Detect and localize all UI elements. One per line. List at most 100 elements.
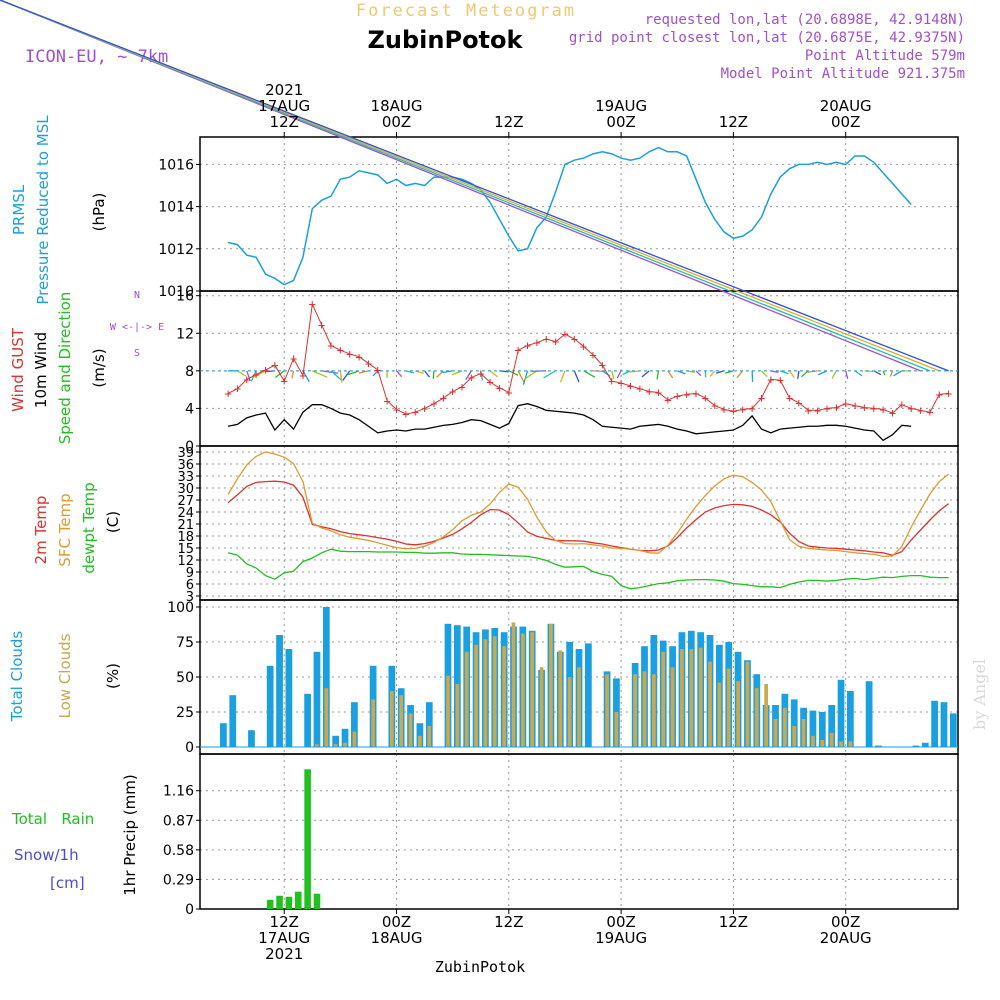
rain-bar bbox=[276, 895, 283, 909]
gust-marker: + bbox=[842, 397, 849, 411]
low-cloud-bar bbox=[577, 667, 581, 747]
wind-direction-arrow bbox=[246, 370, 251, 382]
gust-marker: + bbox=[533, 336, 540, 350]
gust-marker: + bbox=[917, 403, 924, 417]
low-cloud-bar bbox=[689, 649, 694, 747]
total-cloud-bar bbox=[865, 681, 873, 747]
y-tick-label: 21 bbox=[177, 518, 194, 533]
wind-direction-arrow bbox=[489, 370, 499, 378]
total-cloud-bar bbox=[220, 723, 227, 747]
panel-frame bbox=[199, 445, 959, 601]
total-cloud-bar bbox=[322, 607, 330, 747]
point-altitude: Point Altitude 579m bbox=[805, 48, 965, 64]
total-cloud-bar bbox=[875, 745, 882, 747]
y-tick-label: 4 bbox=[185, 401, 194, 417]
gust-marker: + bbox=[749, 401, 756, 415]
wind-direction-arrow bbox=[882, 370, 886, 376]
bottom-time-label: 12Z bbox=[270, 913, 299, 931]
low-cloud-bar bbox=[464, 651, 469, 747]
bottom-time-label: 20AUG bbox=[820, 929, 872, 947]
gust-marker: + bbox=[936, 387, 943, 401]
gust-marker: + bbox=[720, 402, 727, 416]
y-tick-label: 9 bbox=[186, 566, 194, 581]
total-cloud-bar bbox=[425, 702, 433, 747]
y-tick-label: 0 bbox=[185, 740, 194, 756]
y-tick-label: 0.87 bbox=[163, 813, 194, 829]
gust-marker: + bbox=[346, 347, 353, 361]
y-tick-label: 100 bbox=[167, 600, 194, 616]
y-tick-label: 33 bbox=[177, 470, 194, 485]
y-tick-label: 1014 bbox=[158, 200, 194, 216]
top-time-label: 20AUG bbox=[820, 97, 872, 115]
gust-marker: + bbox=[617, 376, 624, 390]
y-tick-label: 6 bbox=[186, 578, 194, 593]
wind-direction-arrow bbox=[523, 370, 538, 380]
low-cloud-bar bbox=[708, 661, 712, 747]
gust-marker: + bbox=[421, 401, 428, 415]
gust-marker: + bbox=[486, 375, 493, 389]
wind-direction-arrow bbox=[800, 370, 809, 378]
total-cloud-bar bbox=[809, 710, 817, 747]
gust-marker: + bbox=[374, 363, 381, 377]
y-tick-label: 1016 bbox=[158, 157, 194, 173]
low-cloud-bar bbox=[764, 684, 769, 747]
low-cloud-bar bbox=[549, 623, 553, 747]
wind-direction-arrow bbox=[873, 370, 882, 376]
y-tick-label: 8 bbox=[185, 364, 194, 380]
wind-direction-arrow bbox=[436, 370, 444, 378]
gust-marker: + bbox=[926, 405, 933, 419]
wind-direction-arrow bbox=[622, 370, 631, 376]
cloud-label-unit: (%) bbox=[104, 663, 122, 689]
wind-direction-arrow bbox=[854, 370, 863, 377]
total-cloud-bar bbox=[584, 643, 592, 747]
gust-marker: + bbox=[786, 391, 793, 405]
y-tick-label: 15 bbox=[177, 542, 194, 557]
top-time-label: 12Z bbox=[270, 113, 299, 131]
gust-marker: + bbox=[805, 403, 812, 417]
low-cloud-bar bbox=[651, 674, 656, 747]
wind-direction-arrow bbox=[522, 370, 529, 385]
wind-direction-arrow bbox=[761, 370, 768, 378]
wind-direction-arrow bbox=[0, 0, 949, 372]
wind-direction-arrow bbox=[611, 370, 615, 379]
y-tick-label: 18 bbox=[177, 530, 194, 545]
total-cloud-bar bbox=[828, 705, 836, 747]
top-time-label: 00Z bbox=[831, 113, 860, 131]
gust-marker: + bbox=[477, 367, 484, 381]
wind-direction-arrow bbox=[695, 370, 702, 377]
precip-legend-unit: [cm] bbox=[50, 874, 85, 892]
wind-direction-arrow bbox=[831, 370, 837, 379]
low-cloud-bar bbox=[352, 731, 357, 747]
total-cloud-bar bbox=[912, 745, 920, 747]
y-tick-label: 12 bbox=[177, 554, 194, 569]
rain-bar bbox=[285, 896, 293, 909]
total-cloud-bar bbox=[313, 651, 321, 747]
wind-direction-arrow bbox=[779, 370, 789, 375]
bottom-time-label: 18AUG bbox=[371, 929, 423, 947]
wind-direction-arrow bbox=[451, 370, 463, 376]
y-tick-label: 0.58 bbox=[163, 843, 194, 859]
gust-marker: + bbox=[833, 400, 840, 414]
low-cloud-bar bbox=[783, 707, 787, 747]
gust-marker: + bbox=[646, 385, 653, 399]
plot-layer: 1010101210141016048121636912151821242730… bbox=[0, 0, 959, 963]
bottom-time-label: 2021 bbox=[265, 945, 303, 963]
gust-marker: + bbox=[309, 297, 316, 311]
gust-marker: + bbox=[655, 385, 662, 399]
wind-direction-arrow bbox=[677, 370, 686, 375]
low-cloud-bar bbox=[698, 647, 703, 747]
bottom-time-label: 17AUG bbox=[258, 929, 310, 947]
wind-direction-arrow bbox=[347, 370, 360, 376]
low-cloud-bar bbox=[343, 742, 347, 747]
gust-marker: + bbox=[327, 338, 334, 352]
gust-marker: + bbox=[468, 370, 475, 384]
wind-direction-arrow bbox=[302, 370, 310, 382]
gust-marker: + bbox=[608, 374, 615, 388]
total-cloud-bar bbox=[790, 699, 798, 747]
wind-direction-arrow bbox=[321, 370, 339, 374]
sfc-temp-line bbox=[227, 451, 950, 558]
low-cloud-bar bbox=[661, 651, 666, 747]
low-cloud-bar bbox=[333, 744, 338, 747]
low-cloud-bar bbox=[483, 639, 488, 747]
